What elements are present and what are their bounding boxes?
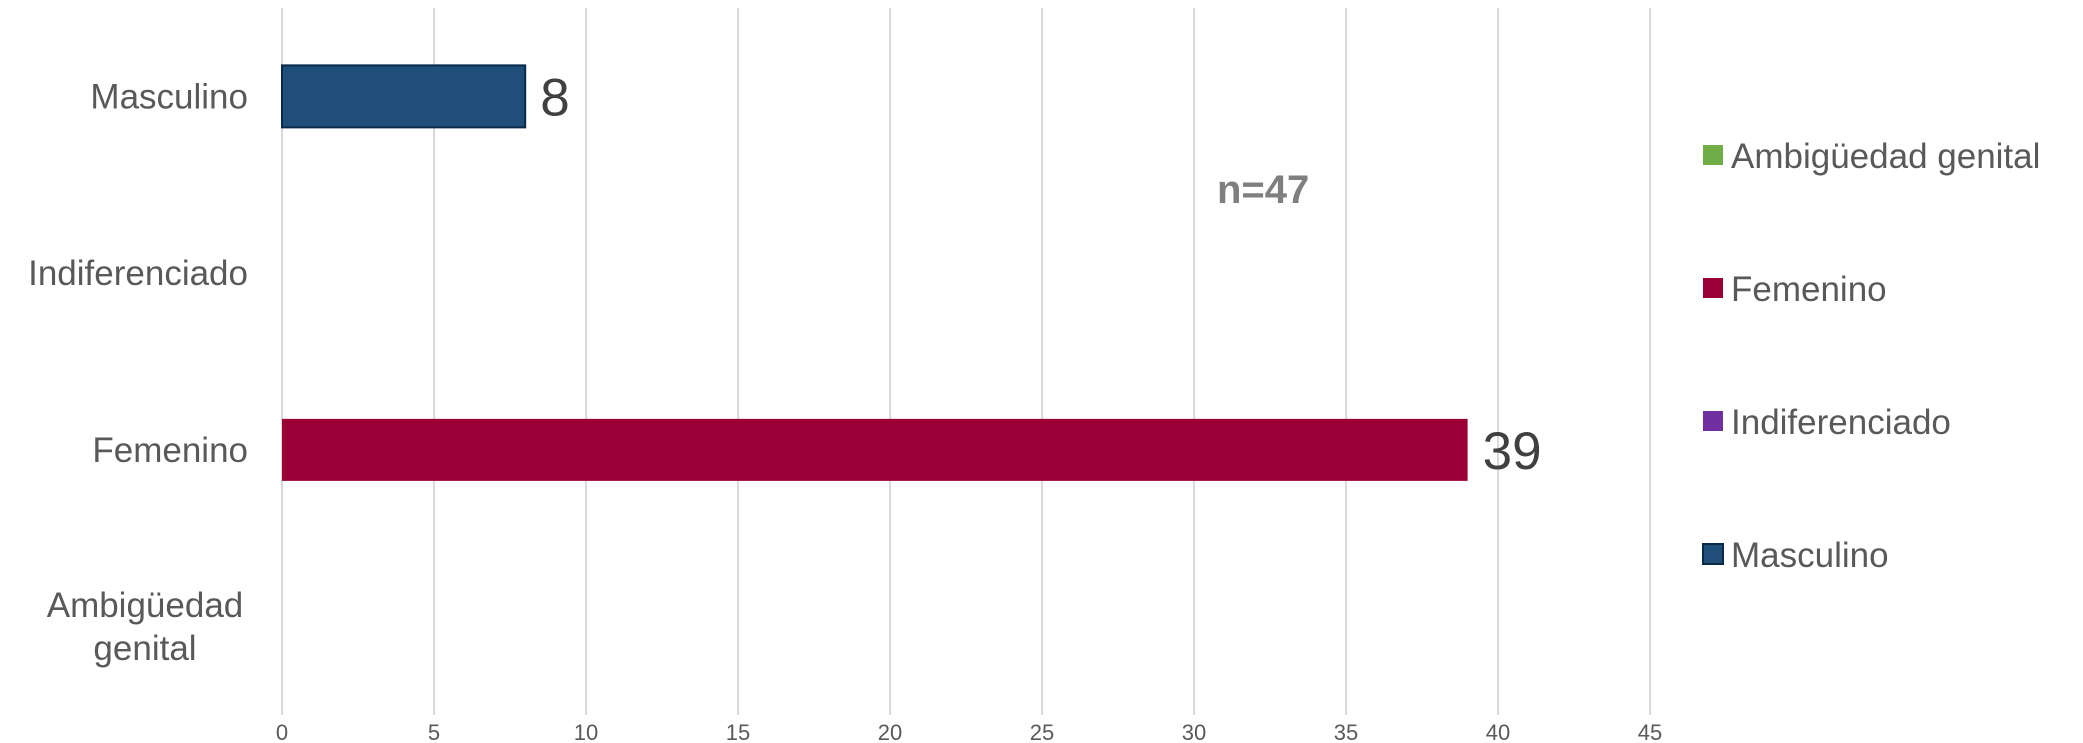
- legend-item-femenino: Femenino: [1703, 270, 1887, 309]
- x-axis-tick-labels: 0 5 10 15 20 25 30 35 40 45: [276, 720, 1662, 743]
- category-label-indiferenciado: Indiferenciado: [28, 254, 248, 293]
- legend-label-indiferenciado: Indiferenciado: [1731, 403, 1951, 442]
- legend-item-masculino: Masculino: [1702, 536, 1889, 575]
- category-label-line: Ambigüedad: [47, 586, 244, 625]
- bars: [281, 64, 1468, 481]
- legend-swatch-masculino: [1702, 543, 1724, 565]
- x-tick-label-30: 30: [1182, 720, 1206, 743]
- data-label-masculino: 8: [540, 68, 569, 127]
- x-tick-label-25: 25: [1030, 720, 1054, 743]
- bar-femenino: [282, 418, 1468, 481]
- legend-label-femenino: Femenino: [1731, 270, 1887, 309]
- category-label-line: genital: [93, 629, 196, 668]
- data-label-femenino: 39: [1483, 422, 1542, 481]
- category-label-femenino: Femenino: [92, 431, 248, 470]
- x-tick-label-0: 0: [276, 720, 288, 743]
- category-labels: Masculino Indiferenciado Femenino Ambigüeda…: [28, 77, 248, 668]
- legend-swatch-ambiguedad-genital: [1703, 145, 1723, 165]
- x-tick-label-5: 5: [428, 720, 440, 743]
- x-tick-label-40: 40: [1486, 720, 1510, 743]
- legend-label-masculino: Masculino: [1731, 536, 1889, 575]
- x-tick-label-10: 10: [574, 720, 598, 743]
- x-tick-label-15: 15: [726, 720, 750, 743]
- legend: Ambigüedad genital Femenino Indiferenciado…: [1702, 137, 2040, 575]
- legend-label-ambiguedad-genital: Ambigüedad genital: [1731, 137, 2040, 176]
- legend-item-ambiguedad-genital: Ambigüedad genital: [1703, 137, 2040, 176]
- x-tick-label-20: 20: [878, 720, 902, 743]
- legend-swatch-femenino: [1703, 278, 1723, 298]
- data-labels: 8 39: [540, 68, 1541, 481]
- category-label-masculino: Masculino: [90, 77, 248, 116]
- legend-item-indiferenciado: Indiferenciado: [1703, 403, 1951, 442]
- x-tick-label-45: 45: [1638, 720, 1662, 743]
- sample-size-annotation: n=47: [1217, 168, 1309, 212]
- legend-swatch-indiferenciado: [1703, 411, 1723, 431]
- category-label-ambiguedad-genital: Ambigüedad genital: [47, 586, 244, 668]
- bar-masculino: [281, 64, 527, 129]
- x-tick-label-35: 35: [1334, 720, 1358, 743]
